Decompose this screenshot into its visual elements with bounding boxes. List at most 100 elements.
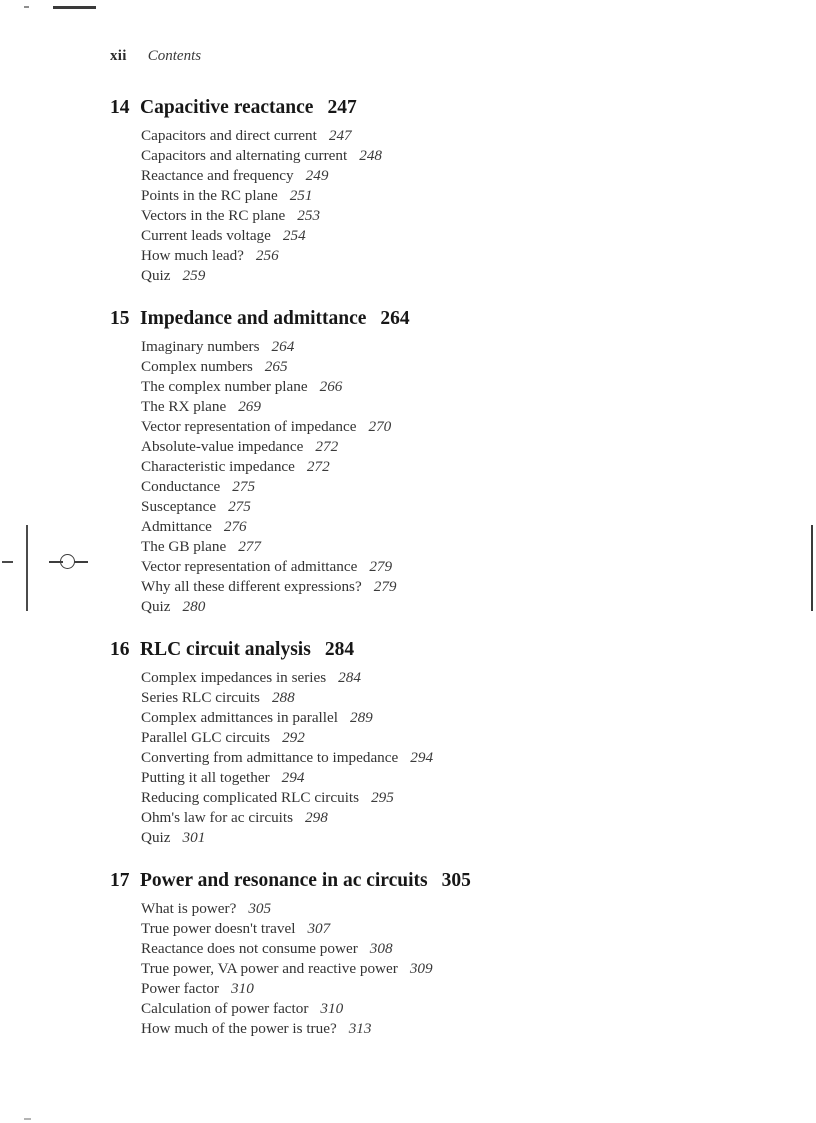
toc-entry-page-number: 269 xyxy=(238,398,261,415)
toc-chapter-heading[interactable]: 15 Impedance and admittance 264 xyxy=(0,308,816,330)
toc-entry[interactable]: Parallel GLC circuits 292 xyxy=(0,728,816,748)
toc-entry-page-number: 289 xyxy=(349,709,373,726)
toc-entry[interactable]: Quiz 259 xyxy=(0,266,816,286)
toc-chapter-page-number: 284 xyxy=(324,639,355,660)
toc-entry-title: Why all these different expressions? xyxy=(141,578,362,595)
toc-entry[interactable]: Calculation of power factor 310 xyxy=(0,999,816,1019)
toc-entry[interactable]: The complex number plane 266 xyxy=(0,377,816,397)
toc-chapter-heading[interactable]: 17 Power and resonance in ac circuits 305 xyxy=(0,870,816,892)
toc-entry[interactable]: Imaginary numbers 264 xyxy=(0,337,816,357)
toc-entry[interactable]: Current leads voltage 254 xyxy=(0,226,816,246)
toc-entry[interactable]: Capacitors and alternating current 248 xyxy=(0,146,816,166)
toc-entry-page-number: 280 xyxy=(182,598,206,615)
toc-entry-page-number: 248 xyxy=(359,147,382,164)
toc-entry[interactable]: What is power? 305 xyxy=(0,899,816,919)
toc-entry-page-number: 308 xyxy=(369,940,393,957)
toc-entry[interactable]: Reactance and frequency 249 xyxy=(0,166,816,186)
toc-entry[interactable]: Power factor 310 xyxy=(0,979,816,999)
toc-entry-title: Points in the RC plane xyxy=(141,187,278,204)
toc-entry[interactable]: Reducing complicated RLC circuits 295 xyxy=(0,788,816,808)
toc-entry-page-number: 276 xyxy=(223,518,247,535)
toc-entry-title: Series RLC circuits xyxy=(141,689,260,706)
toc-entry[interactable]: Complex impedances in series 284 xyxy=(0,668,816,688)
toc-entry-title: Characteristic impedance xyxy=(141,458,295,475)
running-head: xii Contents xyxy=(110,48,201,65)
toc-entry[interactable]: Vectors in the RC plane 253 xyxy=(0,206,816,226)
toc-entry[interactable]: Quiz 301 xyxy=(0,828,816,848)
toc-entry-page-number: 310 xyxy=(320,1000,344,1017)
toc-entry-title: The GB plane xyxy=(141,538,227,555)
crop-tick-bottom-left-icon xyxy=(24,1118,31,1120)
toc-entry[interactable]: Susceptance 275 xyxy=(0,497,816,517)
toc-entry[interactable]: Absolute-value impedance 272 xyxy=(0,437,816,457)
toc-entry[interactable]: Vector representation of admittance 279 xyxy=(0,557,816,577)
toc-entry[interactable]: True power doesn't travel 307 xyxy=(0,919,816,939)
toc-entry[interactable]: Complex numbers 265 xyxy=(0,357,816,377)
toc-chapter-number: 17 xyxy=(110,870,130,891)
toc-chapter-title: Capacitive reactance xyxy=(140,97,314,118)
toc-entry-page-number: 313 xyxy=(348,1020,372,1037)
toc-chapter-heading[interactable]: 14 Capacitive reactance 247 xyxy=(0,97,816,119)
toc-entry-page-number: 275 xyxy=(228,498,251,515)
toc-entry[interactable]: Capacitors and direct current 247 xyxy=(0,126,816,146)
toc-entry[interactable]: Conductance 275 xyxy=(0,477,816,497)
toc-entry-page-number: 292 xyxy=(282,729,305,746)
toc-chapter-page-number: 247 xyxy=(327,97,357,118)
toc-entry-title: Putting it all together xyxy=(141,769,270,786)
toc-entry-title: Reducing complicated RLC circuits xyxy=(141,789,360,806)
toc-entry[interactable]: Why all these different expressions? 279 xyxy=(0,577,816,597)
toc-entry-title: Calculation of power factor xyxy=(141,1000,309,1017)
toc-chapter-title: RLC circuit analysis xyxy=(140,639,311,660)
crop-tick-top-left-icon xyxy=(24,6,29,8)
toc-entry-title: Parallel GLC circuits xyxy=(141,729,271,746)
toc-entry[interactable]: Series RLC circuits 288 xyxy=(0,688,816,708)
toc-entry[interactable]: The RX plane 269 xyxy=(0,397,816,417)
toc-entry-title: Complex admittances in parallel xyxy=(141,709,338,726)
toc-entry[interactable]: Ohm's law for ac circuits 298 xyxy=(0,808,816,828)
toc-entry-page-number: 277 xyxy=(238,538,261,555)
toc-entry-page-number: 301 xyxy=(182,829,206,846)
toc-entry[interactable]: True power, VA power and reactive power 3… xyxy=(0,959,816,979)
toc-entry[interactable]: Quiz 280 xyxy=(0,597,816,617)
toc-entry[interactable]: How much lead? 256 xyxy=(0,246,816,266)
toc-entry-title: Capacitors and direct current xyxy=(141,127,317,144)
toc-entry-title: Imaginary numbers xyxy=(141,338,260,355)
toc-entry-page-number: 294 xyxy=(281,769,305,786)
trim-rule-right-icon xyxy=(811,525,813,611)
toc-entry[interactable]: How much of the power is true? 313 xyxy=(0,1019,816,1039)
toc-entry-page-number: 294 xyxy=(410,749,434,766)
toc-entry-title: Complex numbers xyxy=(141,358,253,375)
toc-entry-page-number: 288 xyxy=(271,689,295,706)
registration-dash-right-icon xyxy=(74,561,88,563)
toc-entry[interactable]: Reactance does not consume power 308 xyxy=(0,939,816,959)
toc-entry[interactable]: Vector representation of impedance 270 xyxy=(0,417,816,437)
toc-entry-title: Current leads voltage xyxy=(141,227,271,244)
toc-entry-title: Vector representation of admittance xyxy=(141,558,358,575)
trim-rule-left-icon xyxy=(26,525,28,611)
registration-dash-far-left-icon xyxy=(2,561,13,563)
table-of-contents: 14 Capacitive reactance 247 Capacitors and … xyxy=(0,97,816,1061)
toc-entry[interactable]: Converting from admittance to impedance 2… xyxy=(0,748,816,768)
toc-chapter: 17 Power and resonance in ac circuits 305 W… xyxy=(0,870,816,1039)
toc-chapter-number: 16 xyxy=(110,639,130,660)
toc-entry-page-number: 272 xyxy=(315,438,339,455)
toc-entry-page-number: 295 xyxy=(371,789,394,806)
toc-entry[interactable]: Putting it all together 294 xyxy=(0,768,816,788)
toc-entry-title: Susceptance xyxy=(141,498,217,515)
toc-chapter-number: 15 xyxy=(110,308,130,329)
toc-entry[interactable]: Characteristic impedance 272 xyxy=(0,457,816,477)
crop-rule-top-icon xyxy=(53,6,96,9)
toc-entry-title: Complex impedances in series xyxy=(141,669,327,686)
running-head-title: Contents xyxy=(147,48,202,64)
toc-entry[interactable]: Admittance 276 xyxy=(0,517,816,537)
toc-entry[interactable]: The GB plane 277 xyxy=(0,537,816,557)
toc-chapter-heading[interactable]: 16 RLC circuit analysis 284 xyxy=(0,639,816,661)
registration-mark-icon xyxy=(49,553,89,573)
toc-chapter-page-number: 305 xyxy=(441,870,471,891)
toc-entry-page-number: 309 xyxy=(409,960,433,977)
toc-entry[interactable]: Complex admittances in parallel 289 xyxy=(0,708,816,728)
toc-entry-title: Quiz xyxy=(141,829,171,846)
toc-entry[interactable]: Points in the RC plane 251 xyxy=(0,186,816,206)
toc-entry-title: What is power? xyxy=(141,900,237,917)
